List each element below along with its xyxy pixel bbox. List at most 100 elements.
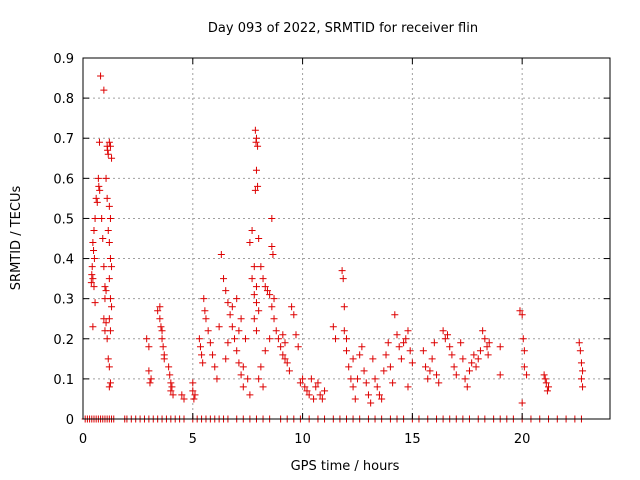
plot-frame [82,57,611,420]
data-point [349,383,357,391]
data-point [496,371,504,379]
data-point [307,375,315,383]
data-point [520,347,528,355]
data-point [204,327,212,335]
data-point [239,383,247,391]
data-point [406,347,414,355]
data-point [310,395,318,403]
data-point [424,375,432,383]
x-tick-label: 20 [514,432,531,447]
data-point [244,375,252,383]
data-point [448,351,456,359]
data-point [397,355,405,363]
data-point [360,367,368,375]
data-point [147,375,155,383]
data-point [316,391,324,399]
data-point [99,235,107,242]
data-point [200,295,208,303]
data-point [518,311,526,319]
data-point [519,335,527,343]
data-point [292,331,300,339]
data-point [523,371,531,379]
data-point [90,226,98,234]
data-point [191,391,199,399]
data-point [371,375,379,383]
data-point [209,351,217,359]
data-point [224,299,232,307]
data-point [239,363,247,371]
data-point [281,339,289,347]
data-point [168,383,176,391]
data-point [145,343,153,351]
data-point [404,383,412,391]
y-tick-label: 0.7 [53,132,74,147]
data-point [254,142,262,150]
data-point [288,303,296,311]
y-axis-label: SRMTID / TECUs [9,186,24,291]
data-point [220,275,228,283]
data-point [143,335,151,343]
data-point [259,275,267,283]
data-point [157,323,165,331]
data-point [237,371,245,379]
data-point [283,359,291,367]
data-point [340,303,348,311]
data-point [106,214,114,222]
data-point [543,387,551,395]
data-point [89,323,97,331]
data-point [435,379,443,387]
data-point [281,355,289,363]
data-point [358,343,366,351]
data-point [91,214,99,222]
data-point [263,287,271,295]
data-point [301,383,309,391]
data-point [166,371,174,379]
data-point [250,315,258,323]
data-point [106,379,114,387]
data-point [380,367,388,375]
data-point [160,355,168,363]
data-point [102,319,110,327]
x-axis-label: GPS time / hours [291,459,400,474]
data-point [468,359,476,367]
data-point [386,363,394,371]
data-point [579,367,587,375]
data-point [270,315,278,323]
y-tick-label: 0.6 [53,172,74,187]
data-point [217,251,225,259]
data-point [272,327,280,335]
data-point [367,399,375,407]
y-tick-label: 0 [66,413,74,428]
data-point [259,383,267,391]
data-point [321,387,329,395]
data-point [100,263,108,271]
data-point [94,174,102,182]
data-point [351,395,359,403]
data-point [268,303,276,311]
data-point [476,347,484,355]
data-point [231,335,239,343]
data-point [312,383,320,391]
data-point [484,351,492,359]
data-point [106,142,114,150]
data-point [382,351,390,359]
data-point [339,275,347,283]
x-tick-label: 10 [294,432,311,447]
data-point [338,267,346,275]
data-point [343,335,350,343]
data-point [340,327,348,335]
data-point [255,375,263,383]
data-point [226,311,234,319]
data-point [378,395,386,403]
data-point [373,383,381,391]
data-point [241,335,249,343]
data-point [167,387,175,395]
data-point [518,399,526,407]
data-point [375,391,383,399]
data-point [92,194,100,202]
data-point [103,194,111,202]
data-point [496,343,504,351]
data-point [95,138,103,146]
data-point [87,279,95,287]
data-point [461,375,469,383]
